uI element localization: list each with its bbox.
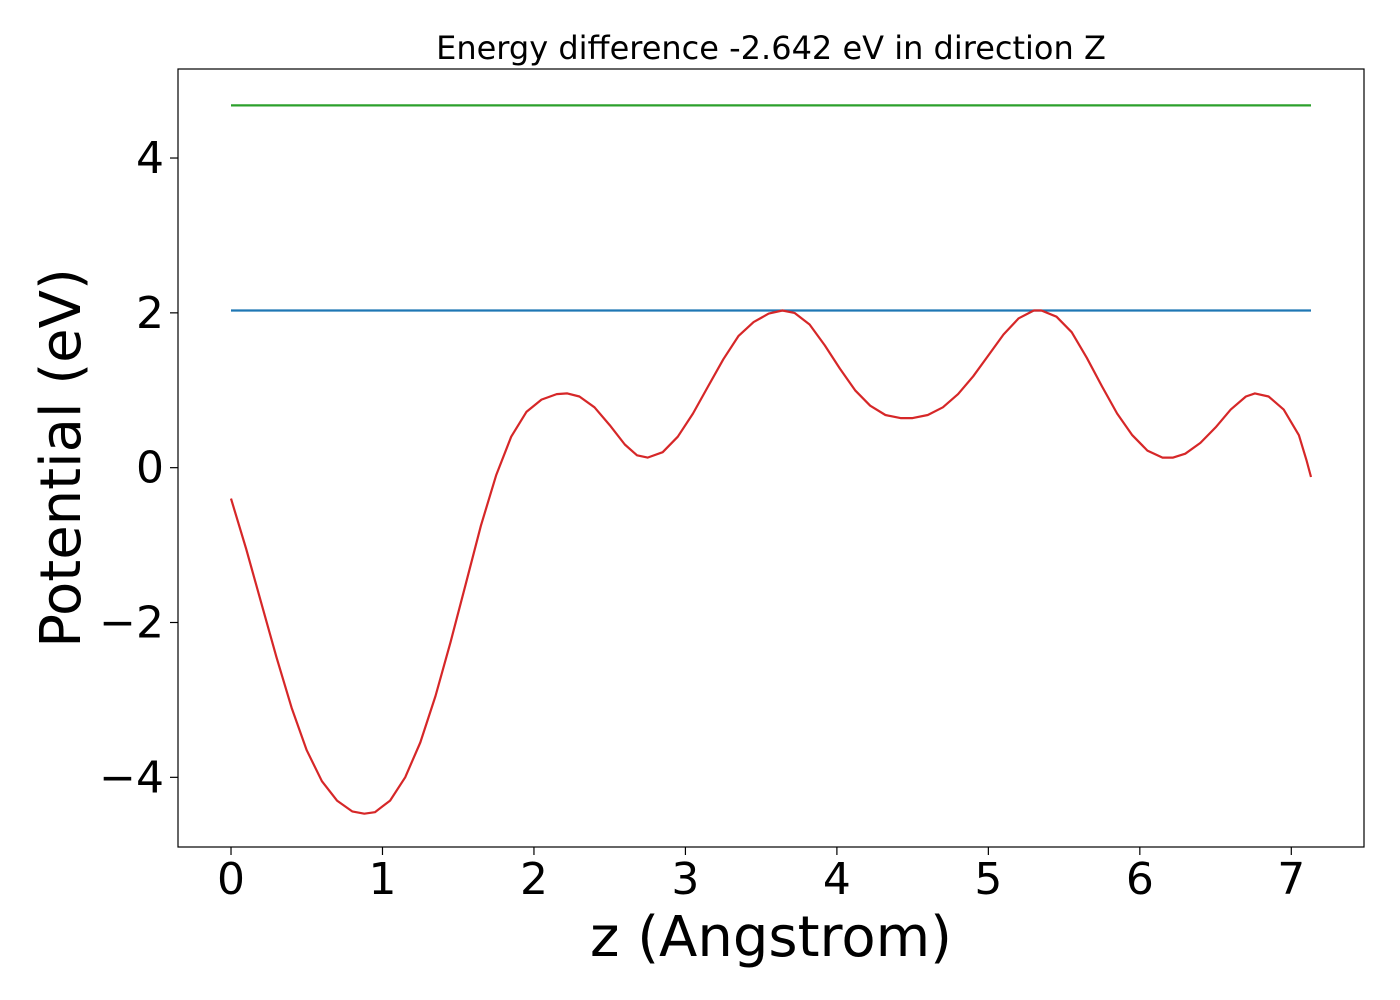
plot-area <box>229 104 1313 815</box>
x-tick-label: 3 <box>671 854 699 905</box>
y-tick-label: −2 <box>99 598 164 649</box>
x-axis-label: z (Angstrom) <box>590 905 952 970</box>
y-tick-label: 0 <box>136 443 164 494</box>
y-tick-label: 2 <box>136 288 164 339</box>
y-axis-label: Potential (eV) <box>29 268 94 648</box>
x-tick-label: 7 <box>1277 854 1305 905</box>
x-tick-label: 2 <box>520 854 548 905</box>
x-axis: 0 1 2 3 4 5 6 7 <box>217 847 1305 905</box>
x-tick-label: 4 <box>823 854 851 905</box>
x-tick-label: 5 <box>974 854 1002 905</box>
x-tick-label: 1 <box>368 854 396 905</box>
x-tick-label: 0 <box>217 854 245 905</box>
y-tick-label: −4 <box>99 752 164 803</box>
y-tick-label: 4 <box>136 133 164 184</box>
plot-frame <box>177 68 1365 848</box>
y-axis: −4 −2 0 2 4 <box>99 133 178 803</box>
chart-title: Energy difference -2.642 eV in direction… <box>436 29 1106 67</box>
x-tick-label: 6 <box>1126 854 1154 905</box>
series-line-0 <box>229 309 1313 815</box>
